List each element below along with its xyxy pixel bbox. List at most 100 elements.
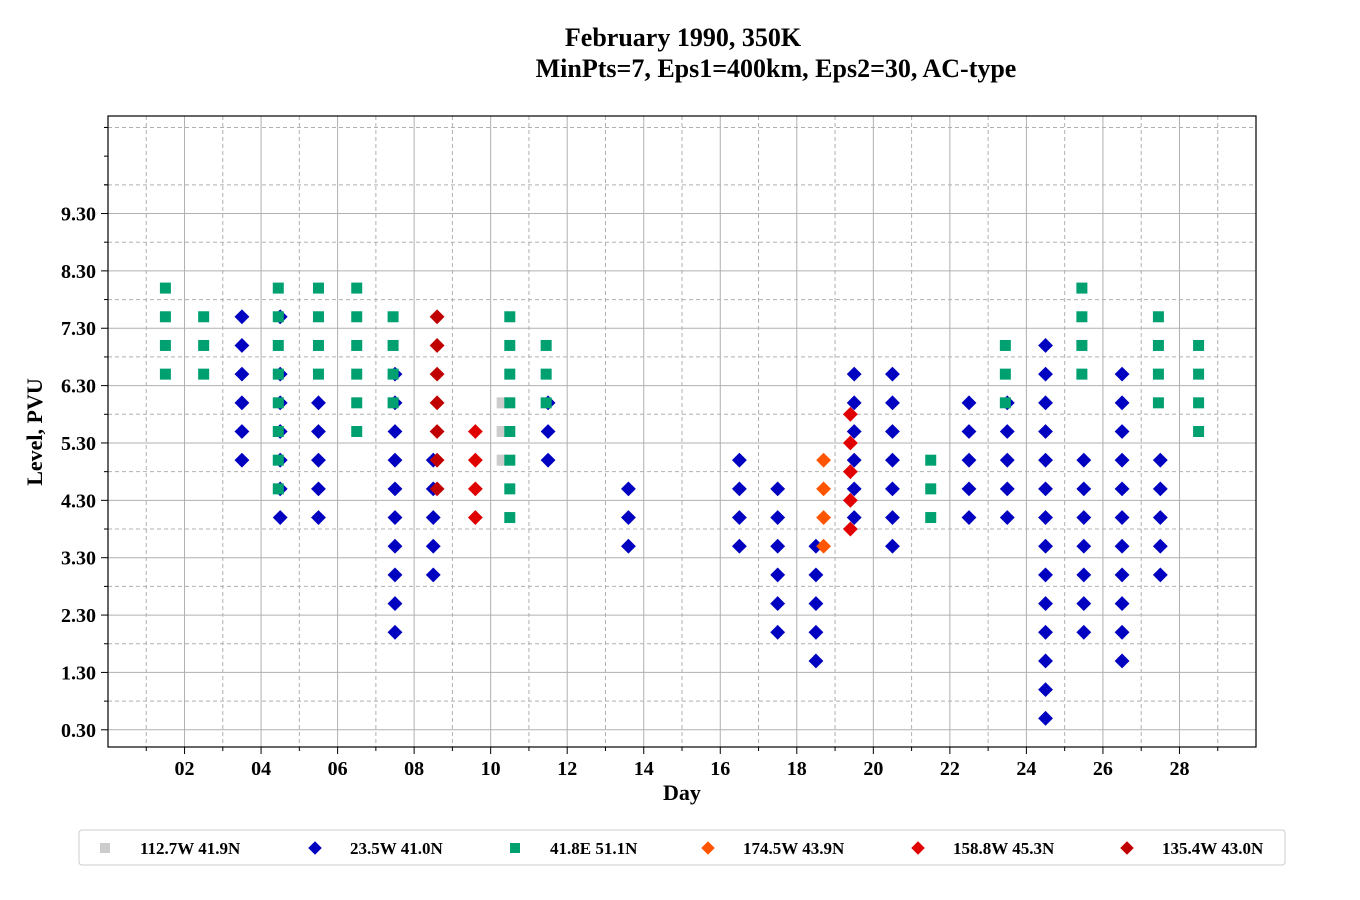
data-point [504,397,516,409]
data-point [770,538,786,554]
data-point [1076,567,1092,583]
data-point [925,483,937,495]
data-point [1076,452,1092,468]
legend-marker [701,841,715,855]
data-point [311,481,326,497]
legend-marker [911,841,925,855]
chart-title: February 1990, 350K MinPts=7, Eps1=400km… [536,23,1017,83]
data-point [1038,682,1053,698]
data-point [770,567,786,583]
data-point [467,510,483,525]
y-axis-label: Level, PVU [22,378,47,486]
data-point [808,567,824,583]
data-point [1076,368,1088,380]
data-point [846,395,862,411]
data-point [885,395,900,411]
data-point [816,481,832,497]
data-point [999,339,1011,351]
data-point [999,424,1015,439]
data-point [429,309,445,325]
axis-ticks: 02 04 06 08 10 12 14 16 18 20 22 24 26 28 0.30 1.30 2.30… [61,126,1219,780]
y-tick-label: 3.30 [61,548,96,570]
data-point [961,452,977,468]
data-point [1114,538,1130,554]
legend-entries: 112.7W 41.9N 23.5W 41.0N 41.8E 51.1N 174.5W… [100,839,1264,858]
y-tick-label: 4.30 [61,490,96,512]
data-point [885,510,900,525]
data-point [999,452,1015,468]
data-point [540,339,552,351]
y-tick-label: 8.30 [61,261,96,283]
data-point [621,510,636,525]
data-point [1193,339,1205,351]
data-point [842,492,858,508]
data-point [1114,653,1130,669]
data-point [925,454,937,466]
y-tick-label: 1.30 [61,662,96,684]
data-point [272,311,284,323]
data-point [1038,538,1053,554]
data-point [808,596,824,612]
data-point [999,368,1011,380]
x-tick-label: 18 [787,758,807,780]
data-point [198,339,210,351]
data-point [159,339,171,351]
y-tick-label: 0.30 [61,720,96,742]
data-point [387,368,399,380]
legend-label: 23.5W 41.0N [350,839,443,858]
data-point [621,481,636,497]
data-point [808,538,824,554]
data-point [1152,567,1168,583]
legend-marker [1120,841,1134,855]
data-point [1038,395,1053,411]
legend-marker [510,843,520,853]
data-point [1038,424,1053,439]
x-tick-label: 02 [175,758,195,780]
x-tick-label: 14 [634,758,654,780]
data-point [351,426,363,437]
data-point [842,435,858,451]
data-point [846,424,862,439]
data-point [1076,624,1092,640]
series-1 [496,397,508,466]
data-point [234,338,250,353]
x-axis-label: Day [663,780,701,805]
data-point [885,452,900,468]
data-point [540,397,552,409]
data-point [467,424,483,439]
data-point [1152,510,1168,525]
data-point [425,567,441,583]
data-point [159,368,171,380]
y-tick-label: 6.30 [61,376,96,398]
data-point [1038,481,1053,497]
x-tick-label: 06 [328,758,348,780]
legend-entry: 41.8E 51.1N [510,839,638,858]
data-point [1114,596,1130,612]
data-point [731,538,747,554]
data-point [198,311,210,323]
data-point [234,366,250,382]
data-point [1038,338,1053,353]
data-point [504,483,516,495]
data-point [351,397,363,409]
data-point [1152,339,1164,351]
data-point [1038,567,1053,583]
legend-entry: 158.8W 45.3N [911,839,1055,858]
data-point [999,510,1015,525]
data-point [842,464,858,480]
data-point [621,538,636,554]
data-point [1114,452,1130,468]
data-point [1193,397,1205,409]
data-point [1076,311,1088,323]
data-point [1076,282,1088,294]
data-point [885,424,900,439]
data-point [1114,395,1130,411]
data-point [731,481,747,497]
data-point [1076,596,1092,612]
data-point [311,510,326,525]
data-point [429,424,445,439]
data-point [351,368,363,380]
data-point [961,395,977,411]
data-point [312,368,324,380]
